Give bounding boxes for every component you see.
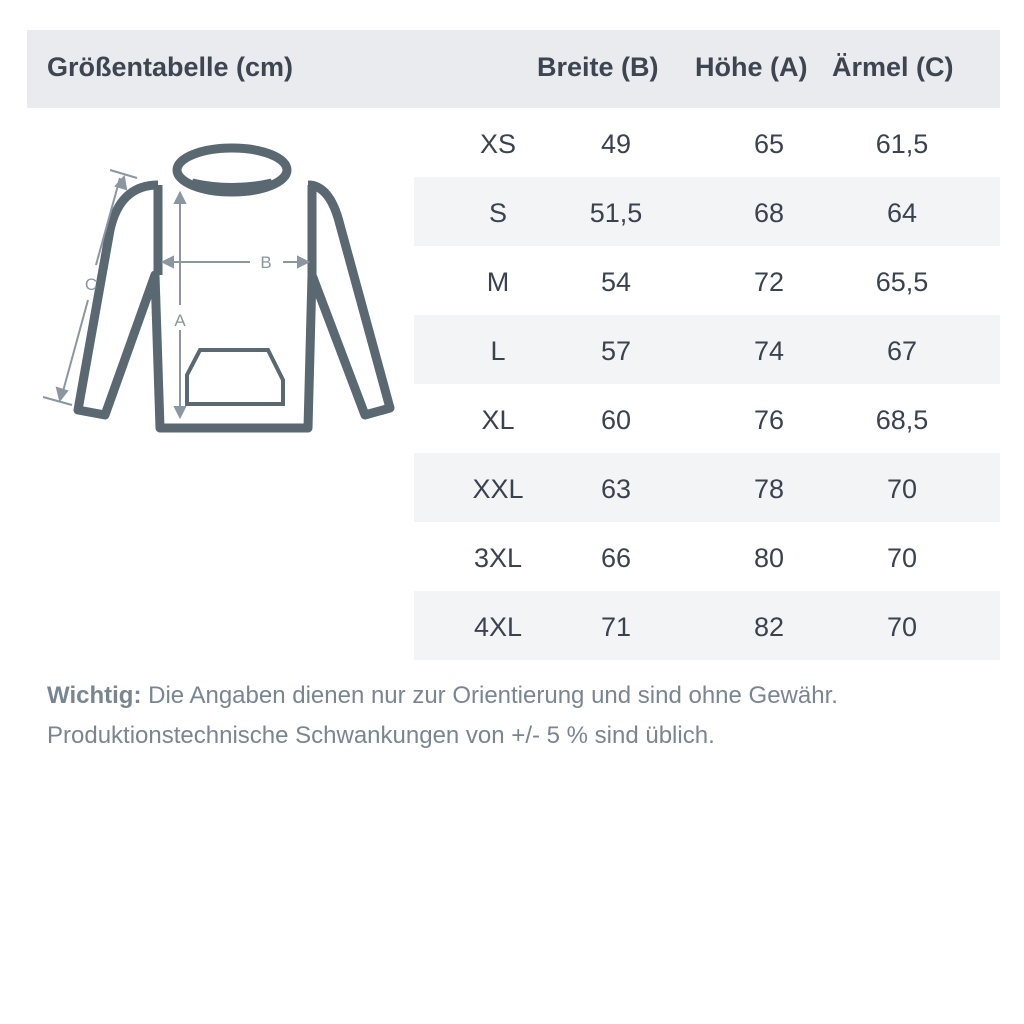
table-row: XL 60 76 68,5 xyxy=(414,384,1000,453)
note-line-2: Produktionstechnische Schwankungen von +… xyxy=(47,722,715,749)
cell-breite: 49 xyxy=(600,129,632,159)
cell-breite: 57 xyxy=(600,336,632,366)
measure-arrows xyxy=(42,169,311,420)
size-table: XS 49 65 61,5 S 51,5 68 64 M 54 72 65,5 L 57 74 67 XL 60 7… xyxy=(414,108,1000,660)
cell-aermel: 64 xyxy=(886,198,918,228)
cell-aermel: 61,5 xyxy=(875,129,929,159)
column-header-breite: Breite (B) xyxy=(537,52,659,82)
cell-aermel: 68,5 xyxy=(875,405,929,435)
disclaimer-note: Wichtig: Die Angaben dienen nur zur Orie… xyxy=(47,676,838,756)
cell-size: L xyxy=(490,336,506,366)
cell-size: XS xyxy=(479,129,517,159)
cell-aermel: 70 xyxy=(886,474,918,504)
table-row: 4XL 71 82 70 xyxy=(414,591,1000,660)
cell-size: XXL xyxy=(472,474,524,504)
pocket xyxy=(185,348,285,406)
note-label: Wichtig: xyxy=(47,682,142,709)
cell-aermel: 70 xyxy=(886,543,918,573)
cell-size: M xyxy=(486,267,510,297)
cell-breite: 60 xyxy=(600,405,632,435)
cell-size: 3XL xyxy=(473,543,523,573)
cell-breite: 71 xyxy=(600,612,632,642)
label-a: A xyxy=(174,311,186,330)
table-row: XXL 63 78 70 xyxy=(414,453,1000,522)
cell-breite: 51,5 xyxy=(589,198,643,228)
hoodie-diagram: B A C xyxy=(42,143,395,433)
cell-hoehe: 82 xyxy=(753,612,785,642)
cell-breite: 54 xyxy=(600,267,632,297)
table-row: XS 49 65 61,5 xyxy=(414,108,1000,177)
label-b: B xyxy=(260,253,271,272)
table-row: 3XL 66 80 70 xyxy=(414,522,1000,591)
label-c: C xyxy=(85,275,97,294)
cell-size: XL xyxy=(481,405,515,435)
cell-breite: 63 xyxy=(600,474,632,504)
table-row: M 54 72 65,5 xyxy=(414,246,1000,315)
cell-hoehe: 80 xyxy=(753,543,785,573)
cell-breite: 66 xyxy=(600,543,632,573)
table-header: Größentabelle (cm) Breite (B) Höhe (A) Ä… xyxy=(27,30,1000,108)
hoodie-body xyxy=(73,180,395,433)
table-row: S 51,5 68 64 xyxy=(414,177,1000,246)
cell-aermel: 67 xyxy=(886,336,918,366)
page-title: Größentabelle (cm) xyxy=(47,52,294,82)
cell-aermel: 65,5 xyxy=(875,267,929,297)
cell-hoehe: 72 xyxy=(753,267,785,297)
note-line-1: Die Angaben dienen nur zur Orientierung … xyxy=(141,682,838,709)
table-row: L 57 74 67 xyxy=(414,315,1000,384)
cell-hoehe: 65 xyxy=(753,129,785,159)
cell-aermel: 70 xyxy=(886,612,918,642)
column-header-aermel: Ärmel (C) xyxy=(832,52,954,82)
cell-hoehe: 78 xyxy=(753,474,785,504)
cell-size: 4XL xyxy=(473,612,523,642)
cell-hoehe: 76 xyxy=(753,405,785,435)
cell-size: S xyxy=(488,198,508,228)
cell-hoehe: 68 xyxy=(753,198,785,228)
column-header-hoehe: Höhe (A) xyxy=(695,52,808,82)
cell-hoehe: 74 xyxy=(753,336,785,366)
